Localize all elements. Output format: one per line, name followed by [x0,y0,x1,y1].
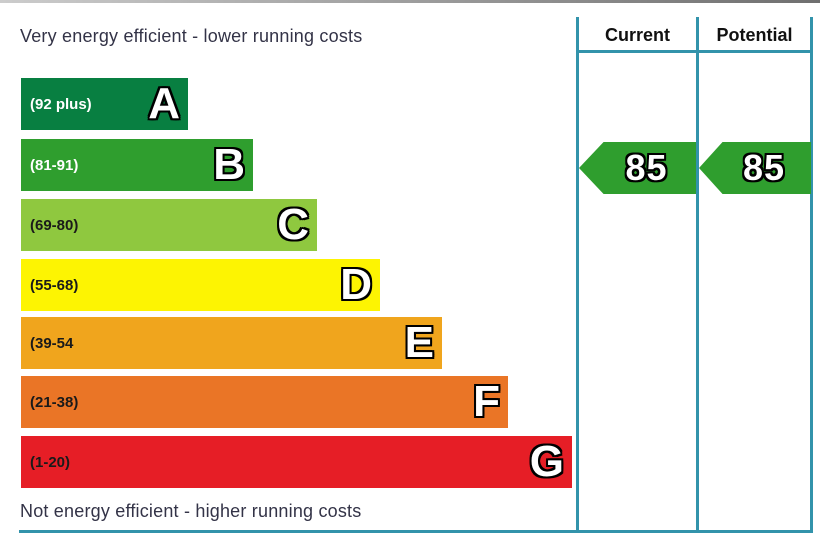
rating-band-f: (21-38) F [21,376,508,428]
band-letter: A [148,79,180,128]
band-range-label: (21-38) [30,393,79,411]
rating-band-g: (1-20) G [21,436,572,488]
band-range-label: (1-20) [30,453,71,471]
current-rating-value: 85 [625,147,668,188]
table-divider-left [576,17,579,533]
band-letter: B [213,140,245,189]
rating-band-c: (69-80) C [21,199,317,251]
potential-rating-arrow: 85 [699,142,811,194]
band-range-label: (39-54 [30,334,74,352]
column-header-potential: Potential [716,24,793,45]
bottom-caption: Not energy efficient - higher running co… [20,501,362,521]
band-letter: F [473,377,500,426]
column-header-current: Current [604,24,670,45]
band-letter: C [277,200,309,249]
band-range-label: (92 plus) [30,95,92,113]
rating-band-b: (81-91) B [21,139,253,191]
table-bottom-line [19,530,813,533]
band-range-label: (55-68) [30,276,79,294]
table-header-underline [576,50,813,53]
table-divider-right [810,17,813,533]
band-letter: D [340,260,372,309]
rating-band-d: (55-68) D [21,259,380,311]
top-edge-line [0,0,820,3]
band-letter: G [529,437,564,486]
band-range-label: (69-80) [30,216,79,234]
table-divider-middle [696,17,699,533]
current-rating-arrow: 85 [579,142,696,194]
rating-band-a: (92 plus) A [21,78,188,130]
band-range-label: (81-91) [30,156,79,174]
potential-rating-value: 85 [742,147,786,188]
top-caption: Very energy efficient - lower running co… [20,26,363,46]
band-letter: E [404,318,434,367]
rating-band-e: (39-54 E [21,317,442,369]
